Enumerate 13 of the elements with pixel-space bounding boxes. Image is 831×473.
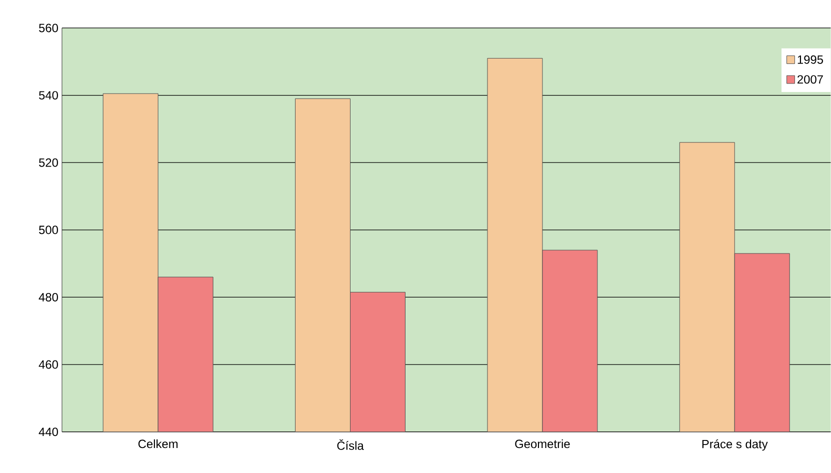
x-tick-label: Čísla xyxy=(337,439,364,450)
y-tick-label: 480 xyxy=(38,293,58,302)
legend-label: 2007 xyxy=(798,75,823,84)
y-tick-label: 560 xyxy=(39,24,58,32)
legend-label: 1995 xyxy=(798,55,824,64)
y-tick-label: 520 xyxy=(39,158,58,167)
x-tick-label: Celkem xyxy=(138,439,178,448)
y-tick-label: 500 xyxy=(39,226,58,234)
x-tick-label: Práce s daty xyxy=(702,439,768,451)
y-tick-label: 540 xyxy=(39,91,58,100)
x-tick-label: Geometrie xyxy=(515,439,570,448)
y-tick-label: 440 xyxy=(38,428,58,436)
y-tick-label: 460 xyxy=(38,360,58,369)
